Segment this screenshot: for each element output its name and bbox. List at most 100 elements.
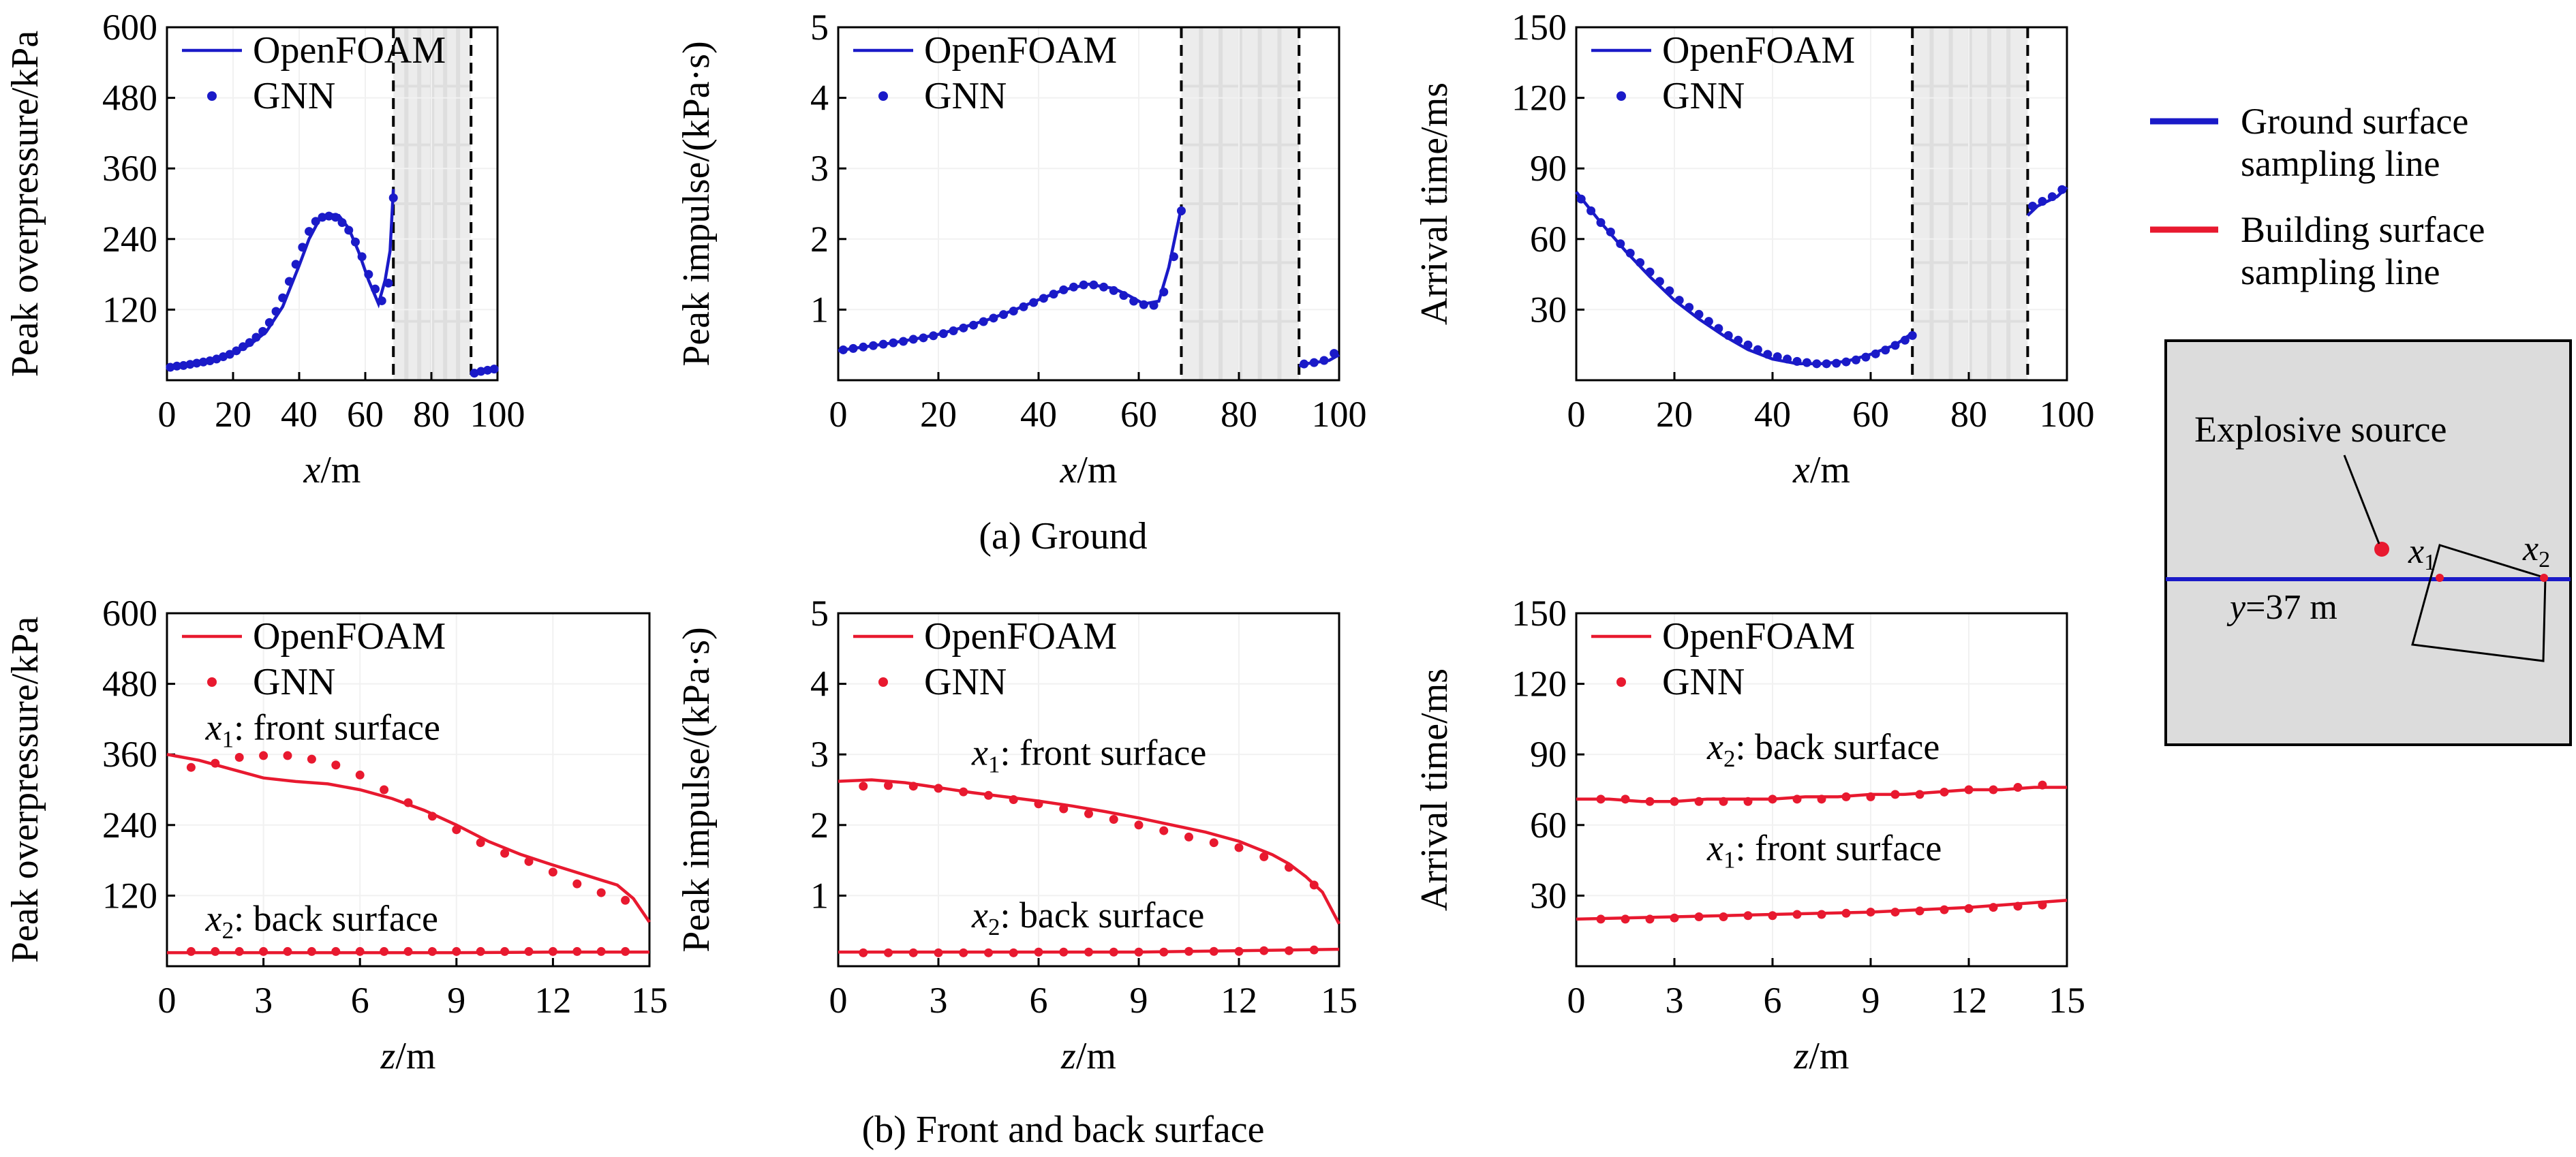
- axes-frame: [837, 26, 1340, 382]
- y-tick-label: 60: [1530, 219, 1567, 260]
- x-tick-label: 15: [631, 980, 668, 1021]
- x-tick-label: 60: [1120, 394, 1157, 435]
- gnn-point: [172, 361, 182, 371]
- x-tick-label: 9: [1862, 980, 1880, 1021]
- gnn-point: [318, 213, 327, 222]
- gnn-point: [1084, 947, 1093, 957]
- gnn-point: [1768, 795, 1777, 804]
- y-tick-label: 120: [1512, 664, 1567, 705]
- gnn-point: [1029, 298, 1039, 307]
- gnn-point: [1694, 797, 1704, 806]
- gnn-point: [234, 946, 244, 956]
- gnn-point: [838, 345, 848, 354]
- y-tick-label: 2: [810, 219, 829, 260]
- gnn-point: [239, 342, 248, 352]
- gnn-point: [1670, 913, 1679, 923]
- curve-annotation-sub: 1: [988, 752, 1000, 778]
- legend-openfoam-label: OpenFOAM: [924, 29, 1117, 72]
- gnn-point: [211, 758, 220, 768]
- gnn-point: [1763, 350, 1773, 359]
- y-tick-label: 4: [810, 78, 829, 119]
- gnn-point: [596, 888, 606, 897]
- gnn-point: [1802, 358, 1811, 367]
- gnn-point: [908, 335, 918, 344]
- x-tick-label: 20: [1656, 394, 1693, 435]
- y-tick-label: 5: [810, 593, 829, 634]
- gnn-point: [1009, 948, 1018, 957]
- gnn-point: [1890, 908, 1900, 917]
- gnn-point: [324, 211, 334, 221]
- gnn-point: [185, 360, 195, 369]
- gnn-point: [1939, 787, 1949, 797]
- gnn-point: [1685, 303, 1694, 312]
- legend-gnn-swatch: [1616, 677, 1626, 687]
- gnn-point: [337, 218, 347, 228]
- curve-annotation: x2: back surface: [1706, 726, 1939, 772]
- x-tick-label: 0: [1567, 980, 1586, 1021]
- gnn-point: [1621, 795, 1630, 804]
- gnn-point: [489, 365, 499, 374]
- legend-gnn-label: GNN: [1662, 661, 1745, 703]
- y-axis-label: Peak impulse/(kPa·s): [675, 41, 718, 366]
- gnn-point: [403, 946, 413, 956]
- curve-annotation: x1: front surface: [1706, 828, 1942, 874]
- x-axis-label: x/m: [1792, 449, 1850, 491]
- gnn-point: [1159, 826, 1169, 835]
- gnn-point: [1871, 349, 1880, 358]
- gnn-point: [1734, 335, 1743, 345]
- gnn-point: [1817, 795, 1826, 804]
- x-tick-label: 9: [1130, 980, 1148, 1021]
- gnn-point: [251, 333, 261, 342]
- axes-frame: [1575, 26, 2068, 382]
- x-axis-label-unit: /m: [1076, 1035, 1116, 1077]
- x-tick-label: 0: [829, 394, 848, 435]
- gnn-point: [1915, 906, 1925, 916]
- x-tick-label: 15: [1321, 980, 1358, 1021]
- curve-annotation-rest: : front surface: [234, 707, 440, 748]
- y-tick-label: 150: [1512, 7, 1567, 48]
- curve-annotation-sub: 2: [222, 917, 234, 944]
- curve-annotation-sub: 2: [1723, 745, 1736, 772]
- x-tick-label: 80: [1221, 394, 1257, 435]
- gnn-point: [331, 213, 340, 222]
- gnn-point: [1285, 946, 1293, 955]
- gnn-point: [482, 365, 492, 375]
- schematic-background: [2164, 339, 2572, 746]
- x-tick-label: 0: [158, 394, 177, 435]
- gnn-point: [1792, 795, 1802, 804]
- gnn-point: [2028, 201, 2038, 211]
- x-tick-label: 6: [1764, 980, 1782, 1021]
- gnn-point: [1694, 309, 1704, 319]
- legend-gnn-label: GNN: [253, 75, 335, 117]
- gnn-point: [1616, 239, 1625, 249]
- legend-gnn-label: GNN: [924, 75, 1007, 117]
- y-tick-label: 30: [1530, 289, 1567, 330]
- gnn-point: [1645, 914, 1655, 924]
- gnn-point: [166, 362, 175, 372]
- gnn-point: [548, 867, 557, 877]
- x-tick-label: 3: [930, 980, 948, 1021]
- legend-openfoam-label: OpenFOAM: [924, 615, 1117, 658]
- curve-annotation: x2: back surface: [205, 898, 438, 944]
- caption-b: (b) Front and back surface: [862, 1109, 1265, 1151]
- gnn-point: [1674, 296, 1684, 305]
- gnn-point: [1109, 286, 1118, 295]
- curve-annotation-rest: : back surface: [234, 898, 438, 939]
- x-axis-label-unit: /m: [1809, 1035, 1849, 1077]
- curve-annotation-var: x: [1706, 726, 1723, 767]
- gnn-point: [878, 339, 888, 349]
- gnn-point: [500, 946, 510, 956]
- gnn-point: [331, 760, 341, 770]
- gnn-point: [999, 310, 1009, 320]
- gnn-point: [949, 326, 958, 335]
- gnn-point: [1176, 206, 1186, 215]
- gnn-point: [859, 948, 868, 957]
- x-tick-label: 6: [351, 980, 369, 1021]
- gnn-point: [1881, 345, 1890, 355]
- gnn-point: [929, 331, 938, 341]
- gnn-point: [2038, 197, 2047, 206]
- y-tick-label: 120: [1512, 78, 1567, 119]
- x-tick-label: 40: [1020, 394, 1057, 435]
- gnn-point: [1907, 330, 1917, 340]
